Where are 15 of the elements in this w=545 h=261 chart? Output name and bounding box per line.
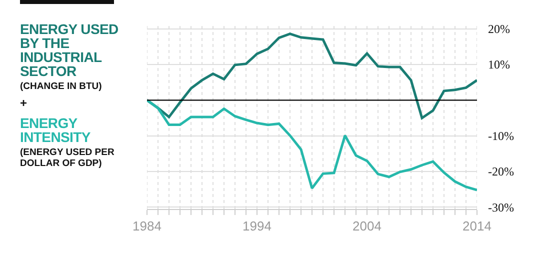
text: ENERGY INTENSITY	[20, 115, 92, 145]
y-tick-label: -30%	[488, 200, 514, 214]
x-tick-label: 2014	[462, 218, 492, 234]
x-tick-label: 2004	[352, 218, 382, 234]
text: ENERGY USED BY THE INDUSTRIAL SECTOR	[20, 21, 120, 79]
x-tick-label: 1994	[242, 218, 272, 234]
x-tick-label: 1984	[132, 218, 162, 234]
y-tick-label: -20%	[488, 164, 514, 179]
y-tick-label: -10%	[488, 129, 514, 144]
y-tick-label: 20%	[488, 22, 510, 36]
text: +	[20, 96, 28, 110]
text: (ENERGY USED PER DOLLAR OF GDP)	[20, 147, 116, 169]
text: (CHANGE IN BTU)	[20, 81, 103, 92]
y-tick-label: 10%	[488, 58, 510, 72]
line-series	[147, 98, 477, 192]
